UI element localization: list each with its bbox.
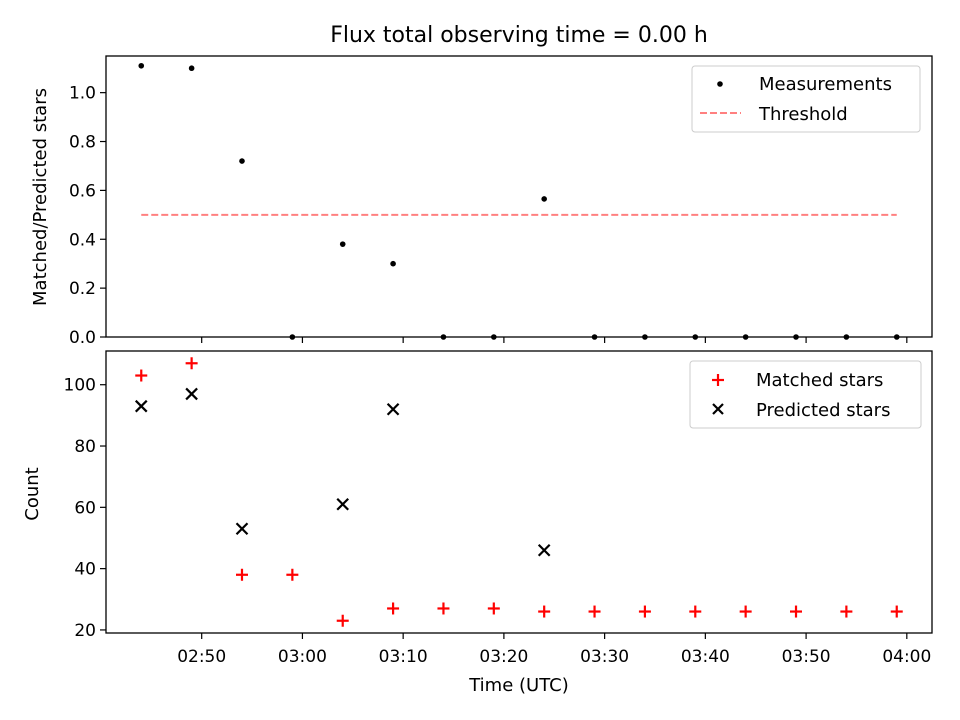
predicted-stars-point	[336, 497, 349, 511]
bottom-legend-frame	[689, 360, 922, 429]
matched-stars-point	[235, 568, 248, 581]
matched-stars-point	[538, 605, 551, 618]
y-tick-label: 0.6	[69, 181, 96, 201]
matched-stars-point	[487, 602, 500, 615]
legend-matched-marker	[712, 374, 724, 386]
matched-stars-point	[336, 614, 349, 627]
bottom-plot-area: 20 40 60 80 100 02:50 03:00 03:10 03:20 03:30 03:4…	[64, 357, 931, 667]
matched-stars-point	[185, 357, 198, 370]
legend-matched-label: Matched stars	[756, 370, 883, 391]
matched-stars-point	[890, 605, 903, 618]
chart-title: Flux total observing time = 0.00 h	[330, 23, 708, 48]
bottom-panel: 20 40 60 80 100 02:50 03:00 03:10 03:20 03:30 03:4…	[22, 350, 933, 696]
measurement-point	[541, 196, 547, 202]
predicted-stars-point	[235, 522, 249, 536]
x-axis-label: Time (UTC)	[468, 675, 569, 696]
predicted-stars-point	[537, 543, 551, 557]
x-tick-label: 03:00	[278, 647, 327, 667]
measurement-point	[339, 241, 346, 247]
x-tick-label: 03:40	[681, 647, 730, 667]
predicted-stars-point	[386, 402, 400, 416]
legend-predicted-marker	[712, 403, 724, 415]
bottom-legend: Matched stars Predicted stars	[689, 360, 922, 429]
top-panel: 0.0 0.2 0.4 0.6 0.8 1.0 Matched/Predicted sta…	[30, 55, 933, 348]
measurement-point	[239, 158, 245, 164]
y-tick-label: 1.0	[69, 84, 96, 104]
x-tick-label: 03:50	[782, 647, 831, 667]
top-legend-frame	[691, 65, 921, 133]
y-tick-label: 100	[64, 376, 96, 396]
measurement-point	[188, 65, 195, 72]
matched-stars-point	[588, 605, 601, 618]
measurement-point	[390, 260, 396, 267]
matched-stars-point	[286, 568, 299, 581]
matched-stars-point	[790, 605, 803, 618]
legend-predicted-label: Predicted stars	[756, 400, 890, 421]
predicted-stars-point	[134, 399, 148, 413]
matched-stars-point	[739, 605, 752, 618]
x-tick-label: 03:10	[379, 647, 428, 667]
y-tick-label: 80	[74, 437, 96, 457]
y-tick-label: 0.4	[69, 230, 96, 250]
y-tick-label: 20	[74, 621, 96, 641]
legend-threshold-label: Threshold	[758, 104, 848, 125]
x-tick-label: 04:00	[882, 647, 931, 667]
matched-stars-point	[387, 602, 400, 615]
x-tick-label: 02:50	[177, 647, 226, 667]
matched-stars-point	[689, 605, 702, 618]
matched-stars-point	[840, 605, 853, 618]
top-axes-frame	[105, 55, 933, 338]
y-tick-label: 0.2	[69, 279, 96, 299]
y-tick-label: 0.0	[69, 328, 96, 348]
predicted-stars-point	[185, 387, 198, 401]
top-plot-area: 0.0 0.2 0.4 0.6 0.8 1.0	[69, 62, 908, 348]
legend-measurements-label: Measurements	[759, 74, 892, 95]
y-tick-label: 40	[74, 560, 96, 580]
matched-stars-point	[437, 602, 450, 615]
measurement-point	[138, 62, 145, 69]
matched-stars-point	[638, 605, 651, 618]
bottom-axes-frame	[105, 350, 933, 634]
x-tick-label: 03:30	[580, 647, 629, 667]
bottom-y-axis-label: Count	[22, 467, 43, 520]
y-tick-label: 0.8	[69, 133, 96, 153]
y-tick-label: 60	[74, 498, 96, 518]
legend-measurements-marker	[717, 81, 723, 87]
top-y-axis-label: Matched/Predicted stars	[30, 88, 51, 306]
top-legend: Measurements Threshold	[691, 65, 921, 133]
matched-stars-point	[135, 369, 148, 382]
x-tick-label: 03:20	[479, 647, 528, 667]
